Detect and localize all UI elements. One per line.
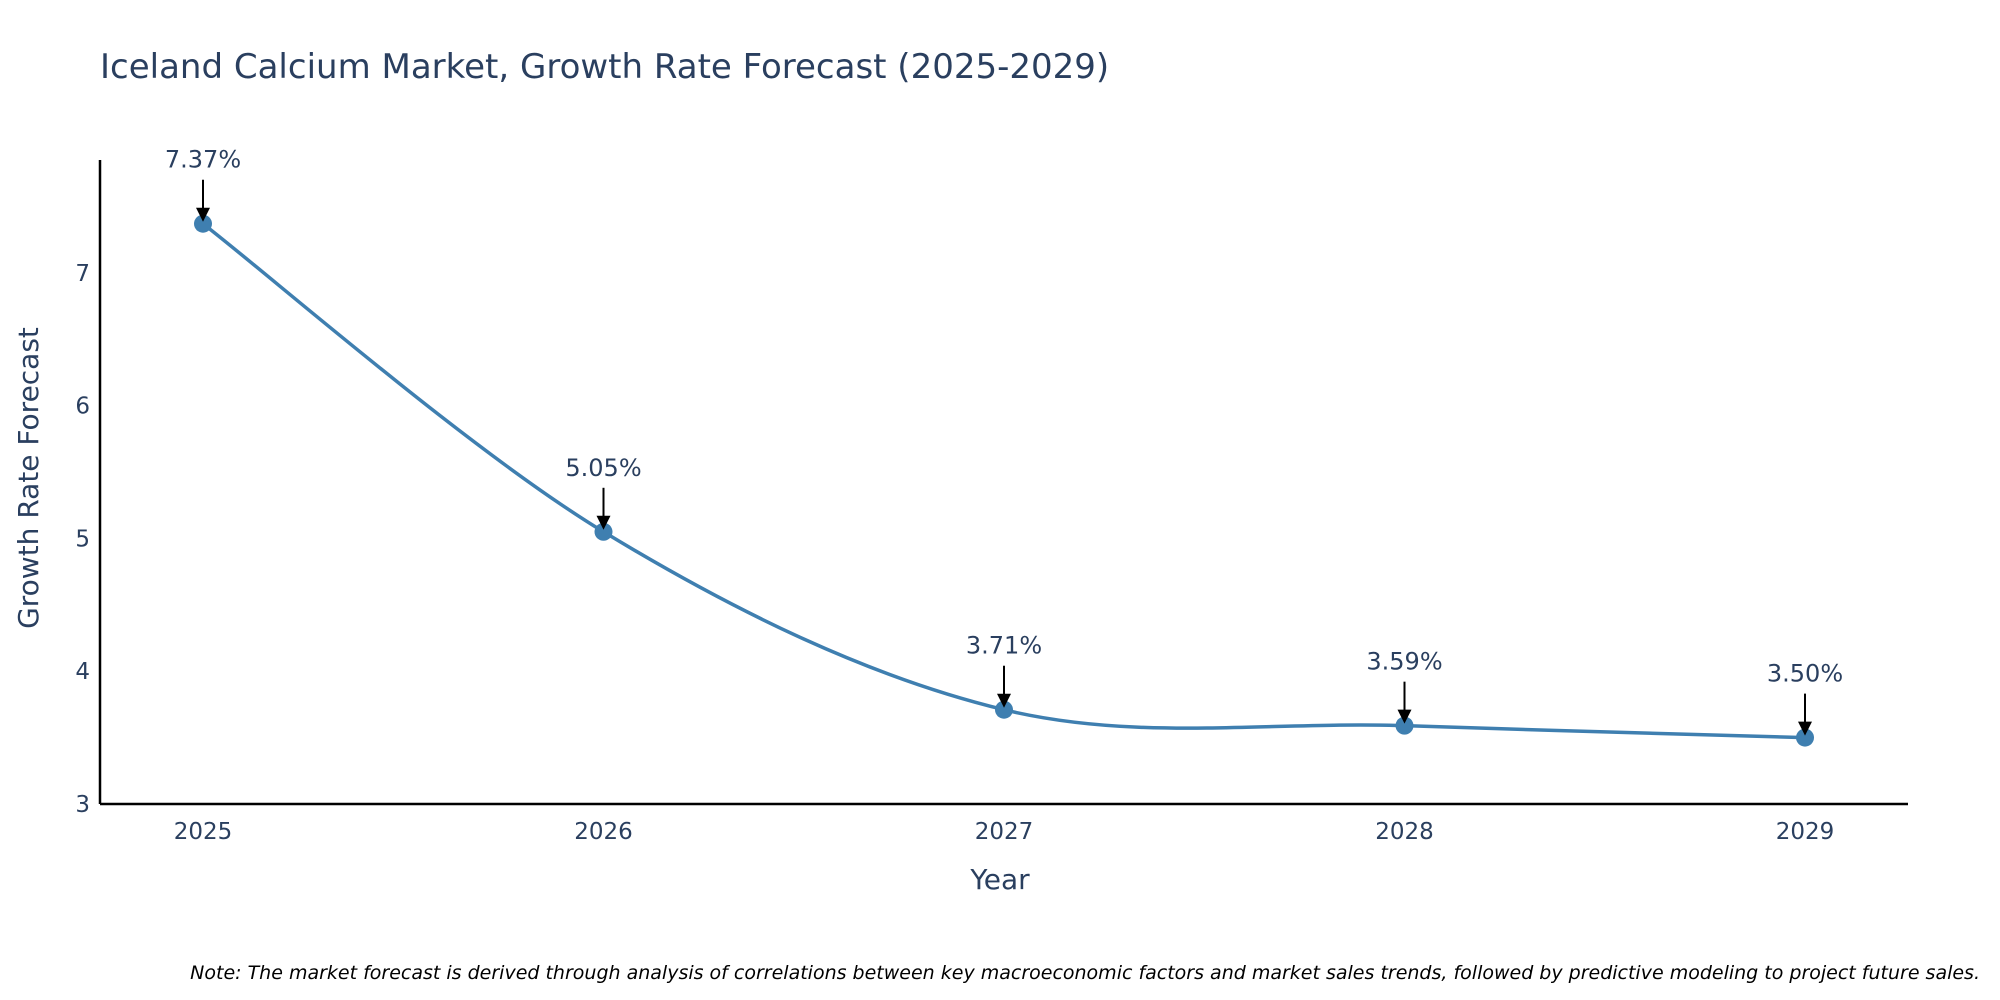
- x-tick-label: 2027: [975, 819, 1034, 845]
- series-line: [201, 222, 1806, 740]
- y-tick-label: 4: [75, 659, 90, 685]
- x-tick-label: 2028: [1375, 819, 1434, 845]
- data-point[interactable]: [1395, 716, 1414, 735]
- x-axis-title: Year: [969, 863, 1030, 896]
- annotations: 7.37% 5.05% 3.71% 3.59% 3.50%: [165, 146, 1843, 736]
- data-label: 5.05%: [565, 454, 641, 482]
- x-tick-label: 2025: [174, 819, 233, 845]
- y-tick-label: 5: [75, 526, 90, 552]
- data-label: 3.71%: [966, 632, 1042, 660]
- y-tick-label: 7: [75, 261, 90, 287]
- y-ticks: 3 4 5 6 7: [75, 261, 90, 818]
- data-label: 7.37%: [165, 146, 241, 174]
- y-tick-label: 6: [75, 394, 90, 420]
- y-tick-label: 3: [75, 792, 90, 818]
- annotation-arrowhead: [997, 693, 1011, 708]
- chart-title: Iceland Calcium Market, Growth Rate Fore…: [100, 47, 1109, 87]
- data-label: 3.59%: [1366, 648, 1442, 676]
- x-ticks: 2025 2026 2027 2028 2029: [174, 819, 1835, 845]
- y-axis-title: Growth Rate Forecast: [12, 327, 45, 629]
- series-growth-rate: [194, 214, 1814, 747]
- x-tick-label: 2026: [574, 819, 633, 845]
- annotation-arrowhead: [1798, 721, 1812, 736]
- annotation-arrowhead: [596, 515, 611, 530]
- data-point[interactable]: [594, 522, 613, 541]
- annotation-arrowhead: [1397, 709, 1412, 724]
- data-point[interactable]: [1796, 728, 1814, 747]
- data-point[interactable]: [995, 700, 1013, 719]
- annotation-arrowhead: [196, 207, 210, 222]
- chart-note: Note: The market forecast is derived thr…: [190, 962, 1980, 984]
- data-point[interactable]: [194, 214, 212, 233]
- x-tick-label: 2029: [1776, 819, 1835, 845]
- data-label: 3.50%: [1767, 660, 1843, 688]
